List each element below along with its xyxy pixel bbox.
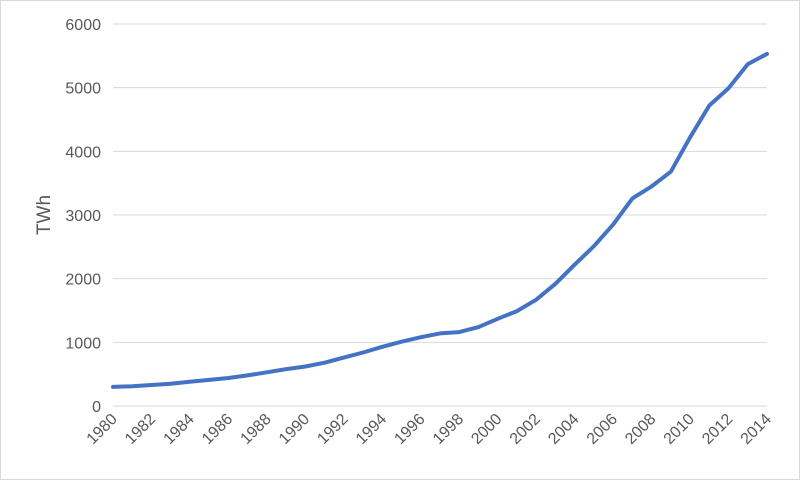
y-tick-label: 0 [92, 399, 101, 416]
x-tick-label: 2014 [738, 411, 775, 448]
x-tick-label: 1986 [199, 411, 236, 448]
x-axis-tick-labels: 1980 1982 1984 1986 1988 1990 1992 1994 1996 1998… [84, 411, 775, 448]
x-tick-label: 1998 [430, 411, 467, 448]
x-tick-label: 1994 [353, 411, 390, 448]
y-tick-label: 4000 [65, 144, 101, 161]
series-line [111, 51, 769, 389]
x-tick-label: 1980 [84, 411, 121, 448]
gridlines [113, 23, 767, 343]
x-tick-label: 2002 [507, 411, 544, 448]
y-tick-label: 5000 [65, 81, 101, 98]
y-tick-label: 3000 [65, 208, 101, 225]
x-tick-label: 1982 [122, 411, 159, 448]
y-axis-title: TWh [34, 195, 55, 235]
x-tick-label: 2008 [622, 411, 659, 448]
x-tick-label: 2006 [584, 411, 621, 448]
x-tick-label: 1984 [161, 411, 198, 448]
x-tick-label: 1988 [238, 411, 275, 448]
y-tick-label: 1000 [65, 335, 101, 352]
x-tick-label: 2004 [545, 411, 582, 448]
x-tick-label: 2000 [468, 411, 505, 448]
x-tick-label: 2012 [699, 411, 736, 448]
x-tick-label: 1990 [276, 411, 313, 448]
x-tick-label: 1992 [314, 411, 351, 448]
y-tick-label: 2000 [65, 272, 101, 289]
y-tick-label: 6000 [65, 17, 101, 34]
x-tick-label: 2010 [661, 411, 698, 448]
y-axis-tick-labels: 0 1000 2000 3000 4000 5000 6000 [65, 17, 101, 416]
x-tick-label: 1996 [391, 411, 428, 448]
